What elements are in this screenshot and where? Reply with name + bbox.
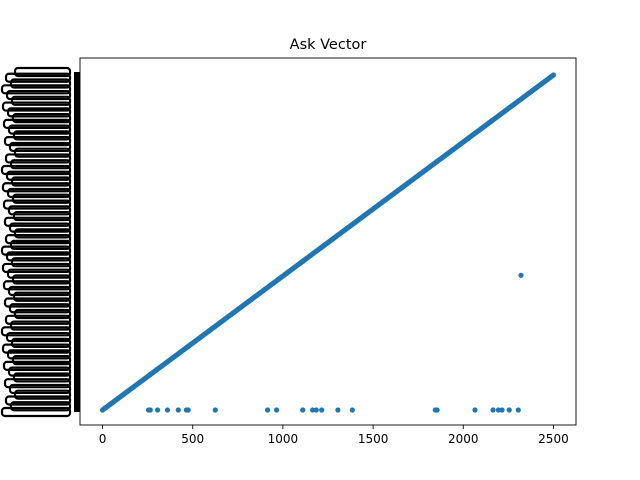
baseline-point <box>310 407 316 413</box>
baseline-point <box>147 407 153 413</box>
baseline-point <box>319 407 325 413</box>
y-tick-label-overprint <box>9 239 72 250</box>
y-tick-label-overprint <box>2 118 72 129</box>
baseline-point <box>154 407 161 413</box>
y-tick-label-overprint <box>13 66 72 78</box>
baseline-point <box>495 407 502 413</box>
x-axis-ticks: 0 500 1000 1500 2000 2500 <box>99 425 569 446</box>
baseline-point <box>472 407 478 413</box>
outlier-point <box>518 272 524 278</box>
y-tick-label-overprint <box>11 193 72 204</box>
y-tick-label-overprint <box>7 124 72 135</box>
y-tick-label-overprint <box>11 355 72 366</box>
y-tick-label-overprint <box>3 136 72 147</box>
baseline-point <box>515 407 521 413</box>
y-tick-label-overprint <box>8 383 72 395</box>
y-tick-label-overprint <box>0 406 72 418</box>
baseline-point <box>506 407 512 413</box>
y-tick-label-overprint <box>6 187 72 199</box>
y-tick-label-overprint <box>6 268 72 279</box>
y-tick-label-overprint <box>13 308 72 320</box>
y-tick-label-overprint <box>7 366 72 377</box>
y-tick-label-overprint <box>10 337 72 348</box>
baseline-point <box>264 407 271 413</box>
x-tick-label: 1000 <box>268 432 299 446</box>
y-tick-label-overprint <box>3 378 72 389</box>
baseline-point <box>490 407 496 413</box>
baseline-point <box>313 407 319 413</box>
x-tick-label: 2500 <box>538 432 569 446</box>
plot-frame <box>79 57 577 426</box>
y-tick-label-overprint <box>2 199 72 210</box>
y-tick-label-overprint <box>4 72 72 83</box>
baseline-point <box>434 407 440 413</box>
y-tick-label-overprint <box>13 147 72 158</box>
y-tick-label-overprint <box>6 107 72 118</box>
y-tick-label-overprint <box>11 274 72 285</box>
y-tick-label-overprint <box>0 84 72 95</box>
baseline-point <box>185 407 191 413</box>
y-tick-label-overprint <box>12 291 72 302</box>
y-tick-label-overprint <box>8 222 72 233</box>
y-tick-label-overprint <box>5 89 72 101</box>
y-tick-label-overprint <box>9 78 72 89</box>
data-points <box>99 72 557 413</box>
x-tick-label: 1500 <box>358 432 389 446</box>
y-axis-tick-label-band <box>0 66 80 418</box>
y-tick-label-overprint <box>13 228 72 239</box>
y-tick-label-overprint <box>8 303 72 314</box>
y-tick-label-overprint <box>1 262 72 274</box>
y-tick-label-overprint <box>1 343 72 354</box>
y-tick-label-overprint <box>4 314 72 325</box>
y-tick-label-overprint <box>5 170 72 181</box>
x-tick-label: 2000 <box>448 432 479 446</box>
baseline-point <box>212 407 218 413</box>
x-tick-label: 0 <box>99 432 107 446</box>
y-tick-label-overprint <box>10 176 72 187</box>
chart-title: Ask Vector <box>290 37 367 53</box>
y-tick-label-overprint <box>1 182 72 193</box>
y-tick-label-overprint <box>5 251 72 262</box>
baseline-point <box>164 407 171 413</box>
y-tick-label-overprint <box>9 159 72 170</box>
baseline-point <box>274 407 280 413</box>
y-tick-label-overprint <box>0 164 72 176</box>
baseline-point <box>349 407 355 413</box>
y-tick-label-overprint <box>6 349 72 360</box>
y-tick-label-overprint <box>3 216 72 227</box>
y-tick-label-overprint <box>2 360 72 371</box>
scatter-point <box>550 72 557 78</box>
y-tick-label-overprint <box>1 101 72 112</box>
baseline-point <box>300 407 306 413</box>
y-tick-label-overprint <box>12 130 72 141</box>
baseline-point <box>175 407 181 413</box>
y-tick-label-overprint <box>12 210 72 222</box>
y-tick-label-overprint <box>12 372 72 383</box>
y-tick-label-overprint <box>5 331 72 343</box>
y-tick-mark-band <box>74 72 80 412</box>
y-tick-label-overprint <box>9 320 72 331</box>
y-tick-label-overprint <box>0 326 72 337</box>
y-tick-label-overprint <box>4 395 72 406</box>
y-tick-label-overprint <box>13 389 72 400</box>
y-tick-label-overprint <box>10 257 72 268</box>
y-tick-label-overprint <box>4 234 72 245</box>
x-tick-label: 500 <box>181 432 204 446</box>
y-tick-label-overprint <box>9 401 72 412</box>
baseline-point <box>499 407 505 413</box>
y-tick-label-overprint <box>0 245 72 256</box>
y-tick-label-overprint <box>4 153 72 164</box>
y-tick-label-overprint <box>8 141 72 153</box>
y-tick-label-overprint <box>10 95 72 106</box>
baseline-point <box>335 407 341 413</box>
y-tick-label-overprint <box>7 285 72 297</box>
y-tick-label-overprint <box>11 113 72 124</box>
y-tick-label-overprint <box>3 297 72 308</box>
y-tick-label-overprint <box>7 205 72 216</box>
y-tick-label-overprint <box>2 280 72 291</box>
